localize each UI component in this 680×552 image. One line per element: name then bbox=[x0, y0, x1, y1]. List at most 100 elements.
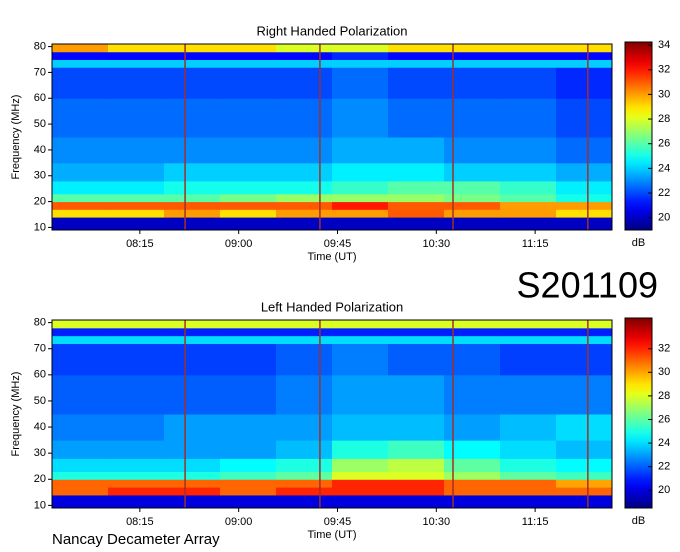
heat-cell bbox=[164, 180, 221, 195]
heat-cell bbox=[556, 374, 613, 415]
heat-cell bbox=[500, 67, 557, 99]
heat-cell bbox=[108, 162, 165, 182]
heat-cell bbox=[220, 327, 277, 337]
colorbar-tick-label: 30 bbox=[658, 88, 670, 100]
heat-cell bbox=[556, 162, 613, 182]
heat-cell bbox=[556, 98, 613, 138]
heat-cell bbox=[500, 162, 557, 182]
heat-cell bbox=[52, 343, 109, 376]
heat-cell bbox=[220, 98, 277, 138]
x-tick-label: 10:30 bbox=[423, 238, 451, 250]
heat-cell bbox=[332, 343, 389, 376]
heat-cell bbox=[556, 201, 613, 210]
heat-cell bbox=[220, 59, 277, 68]
colorbar-tick-label: 20 bbox=[658, 484, 670, 496]
colorbar-tick-label: 28 bbox=[658, 390, 670, 402]
y-tick-label: 40 bbox=[34, 144, 46, 156]
y-tick-label: 30 bbox=[34, 170, 46, 182]
heat-cell bbox=[500, 327, 557, 337]
heat-cell bbox=[500, 335, 557, 344]
heat-cell bbox=[164, 414, 221, 441]
heat-cell bbox=[276, 44, 333, 53]
heat-cell bbox=[500, 51, 557, 60]
y-tick-label: 20 bbox=[34, 195, 46, 207]
heat-cell bbox=[220, 343, 277, 376]
heat-cell bbox=[500, 458, 557, 472]
heat-cell bbox=[108, 98, 165, 138]
heat-cell bbox=[52, 414, 109, 441]
x-tick-label: 08:15 bbox=[126, 238, 154, 250]
heat-cell bbox=[332, 471, 389, 480]
heat-cell bbox=[388, 59, 445, 68]
heat-cell bbox=[276, 51, 333, 60]
colorbar-tick-label: 34 bbox=[658, 39, 670, 51]
heat-cell bbox=[444, 320, 501, 329]
heat-cell bbox=[332, 494, 389, 509]
heat-cell bbox=[220, 374, 277, 415]
heat-cell bbox=[220, 440, 277, 459]
colorbar bbox=[624, 41, 653, 231]
heat-cell bbox=[332, 44, 389, 53]
heat-cell bbox=[444, 180, 501, 195]
heat-cell bbox=[388, 327, 445, 337]
heat-cell bbox=[556, 343, 613, 376]
heat-cell bbox=[500, 320, 557, 329]
heat-cell bbox=[52, 137, 109, 164]
heat-cell bbox=[388, 51, 445, 60]
heat-cell bbox=[556, 320, 613, 329]
heat-cell bbox=[388, 67, 445, 99]
heat-cell bbox=[332, 458, 389, 472]
colorbar-tick-label: 22 bbox=[658, 187, 670, 199]
heat-cell bbox=[220, 193, 277, 203]
heat-cell bbox=[108, 494, 165, 509]
heat-cell bbox=[388, 374, 445, 415]
heat-cell bbox=[276, 327, 333, 337]
heat-cell bbox=[500, 414, 557, 441]
heat-cell bbox=[108, 217, 165, 231]
heat-cell bbox=[276, 320, 333, 329]
colorbar-tick-label: 22 bbox=[658, 461, 670, 473]
heat-cell bbox=[332, 180, 389, 195]
heat-cell bbox=[52, 320, 109, 329]
heat-cell bbox=[220, 44, 277, 53]
heat-cell bbox=[220, 471, 277, 480]
heat-cell bbox=[52, 180, 109, 195]
heat-cell bbox=[276, 487, 333, 496]
heat-cell bbox=[444, 327, 501, 337]
y-axis-label: Frequency (MHz) bbox=[10, 372, 22, 457]
colorbar-tick-label: 30 bbox=[658, 366, 670, 378]
colorbar-label: dB bbox=[632, 237, 645, 249]
heat-cell bbox=[108, 471, 165, 480]
heat-cell bbox=[332, 193, 389, 203]
heat-cell bbox=[388, 217, 445, 231]
heat-cell bbox=[332, 98, 389, 138]
heat-cell bbox=[444, 209, 501, 218]
heat-cell bbox=[108, 67, 165, 99]
y-tick-label: 60 bbox=[34, 92, 46, 104]
heat-cell bbox=[500, 209, 557, 218]
heat-cell bbox=[276, 180, 333, 195]
heat-cell bbox=[556, 414, 613, 441]
heat-cell bbox=[164, 98, 221, 138]
heat-cell bbox=[500, 479, 557, 488]
heat-cell bbox=[444, 201, 501, 210]
heat-cell bbox=[276, 98, 333, 138]
heat-cell bbox=[108, 137, 165, 164]
heat-cell bbox=[556, 458, 613, 472]
y-tick-label: 70 bbox=[34, 343, 46, 355]
heat-cell bbox=[500, 44, 557, 53]
footer: Nancay Decameter Array bbox=[52, 531, 220, 548]
panel-title: Left Handed Polarization bbox=[261, 299, 403, 314]
heat-cell bbox=[500, 440, 557, 459]
heat-cell bbox=[220, 201, 277, 210]
colorbar-tick-label: 26 bbox=[658, 413, 670, 425]
heat-cell bbox=[388, 487, 445, 496]
heat-cell bbox=[52, 374, 109, 415]
y-tick-label: 10 bbox=[34, 499, 46, 511]
heat-cell bbox=[220, 209, 277, 218]
heat-cell bbox=[444, 162, 501, 182]
heat-cell bbox=[164, 320, 221, 329]
heat-cell bbox=[276, 162, 333, 182]
panel-title: Right Handed Polarization bbox=[256, 23, 407, 38]
heat-cell bbox=[500, 471, 557, 480]
